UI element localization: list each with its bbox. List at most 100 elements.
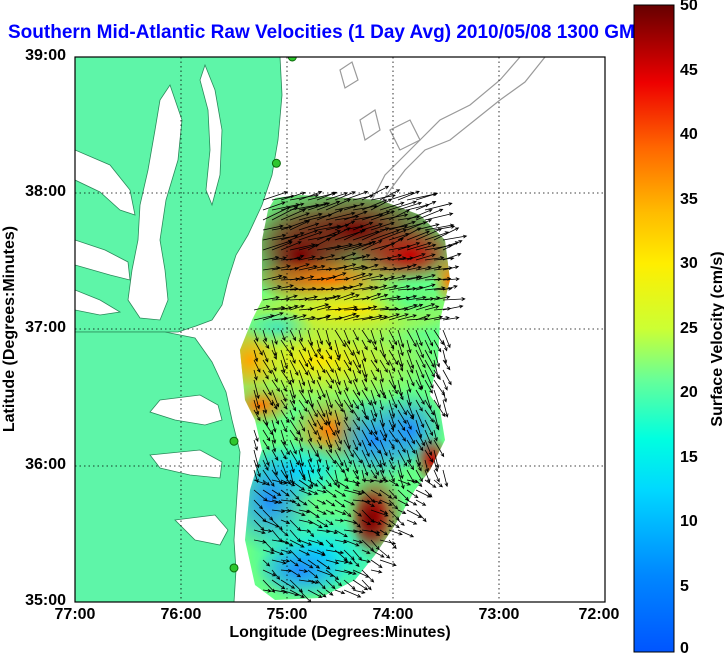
velocity-vector xyxy=(388,539,397,550)
velocity-vector xyxy=(262,295,280,301)
velocity-vector xyxy=(307,202,331,211)
velocity-vector xyxy=(415,479,423,488)
velocity-vector xyxy=(334,409,341,427)
velocity-vector xyxy=(343,272,366,281)
velocity-vector xyxy=(280,202,305,211)
velocity-vector xyxy=(352,399,359,410)
velocity-vector xyxy=(307,399,318,418)
velocity-vector xyxy=(262,449,270,467)
velocity-vector xyxy=(253,305,271,311)
velocity-vector xyxy=(370,409,376,423)
velocity-vector xyxy=(379,499,393,506)
velocity-vector xyxy=(352,221,374,231)
x-axis-label: Longitude (Degrees:Minutes) xyxy=(229,624,451,641)
velocity-vector xyxy=(307,569,319,579)
velocity-vector xyxy=(325,419,336,437)
velocity-vector xyxy=(280,294,298,301)
velocity-vector xyxy=(280,549,292,554)
velocity-vector xyxy=(442,297,466,301)
velocity-vector xyxy=(343,589,362,598)
velocity-vector xyxy=(379,389,387,400)
velocity-vector xyxy=(352,329,359,342)
velocity-vector xyxy=(298,231,323,241)
velocity-vector xyxy=(361,227,390,241)
velocity-vector xyxy=(370,198,393,211)
velocity-vector xyxy=(307,379,313,394)
velocity-vector xyxy=(262,339,270,349)
velocity-vector xyxy=(415,359,425,379)
velocity-vector xyxy=(433,295,451,301)
velocity-vector xyxy=(415,489,432,498)
velocity-vector xyxy=(325,339,333,351)
velocity-vector xyxy=(253,359,261,373)
velocity-vector xyxy=(406,379,412,393)
velocity-vector xyxy=(370,359,380,373)
velocity-vector xyxy=(433,479,444,488)
velocity-vector xyxy=(352,479,360,487)
velocity-vector xyxy=(442,252,462,261)
velocity-vector xyxy=(379,253,403,261)
velocity-vector xyxy=(334,339,341,359)
velocity-vector xyxy=(388,469,395,483)
velocity-vector xyxy=(406,509,423,518)
velocity-vector xyxy=(361,293,382,301)
velocity-vector xyxy=(307,429,313,443)
velocity-vector xyxy=(415,499,427,506)
x-tick-label: 77:00 xyxy=(54,606,96,623)
velocity-vector xyxy=(271,206,299,221)
velocity-vector xyxy=(289,287,307,291)
velocity-vector xyxy=(316,209,344,221)
velocity-vector xyxy=(271,349,277,360)
velocity-vector xyxy=(289,379,296,399)
velocity-vector xyxy=(307,489,319,495)
velocity-vector xyxy=(343,409,348,422)
velocity-vector xyxy=(406,295,427,301)
velocity-vector xyxy=(289,429,298,442)
velocity-vector xyxy=(379,329,384,342)
velocity-vector xyxy=(334,349,340,362)
velocity-vector xyxy=(289,569,302,578)
velocity-vector xyxy=(253,509,267,523)
velocity-vector xyxy=(307,439,319,458)
velocity-vector xyxy=(379,313,400,321)
velocity-vector xyxy=(361,389,372,406)
velocity-vector xyxy=(415,192,439,201)
velocity-vector xyxy=(397,329,405,348)
velocity-vector xyxy=(379,189,401,201)
velocity-vector xyxy=(289,229,319,241)
velocity-vector xyxy=(280,241,302,251)
velocity-vector xyxy=(370,559,383,569)
velocity-vector xyxy=(298,399,308,412)
velocity-vector xyxy=(388,200,417,211)
velocity-vector xyxy=(262,588,272,593)
velocity-vector xyxy=(352,409,360,422)
velocity-vector xyxy=(316,499,327,505)
velocity-vector xyxy=(361,274,384,281)
velocity-vector xyxy=(289,203,320,211)
velocity-vector xyxy=(253,379,260,400)
colorbar-tick-label: 15 xyxy=(680,449,698,466)
velocity-vector xyxy=(397,419,406,432)
velocity-vector xyxy=(442,329,451,349)
velocity-vector xyxy=(424,349,435,368)
velocity-vector xyxy=(379,275,396,281)
velocity-vector xyxy=(406,419,412,431)
velocity-vector xyxy=(361,210,391,221)
velocity-vector xyxy=(343,489,363,496)
velocity-vector xyxy=(343,469,349,483)
velocity-vector xyxy=(280,409,290,424)
velocity-vector xyxy=(442,389,448,403)
velocity-vector xyxy=(280,519,291,524)
velocity-vector xyxy=(352,359,361,375)
velocity-vector xyxy=(289,499,301,507)
y-tick-label: 39:00 xyxy=(25,47,66,64)
colorbar-label: Surface Velocity (cm/s) xyxy=(709,251,724,427)
velocity-vector xyxy=(307,509,320,519)
velocity-vector xyxy=(325,509,335,515)
velocity-vector xyxy=(262,439,270,451)
velocity-vector xyxy=(280,419,287,433)
velocity-vector xyxy=(343,499,356,506)
velocity-vector xyxy=(262,359,272,374)
velocity-vector xyxy=(334,509,347,515)
velocity-vector xyxy=(289,519,302,532)
